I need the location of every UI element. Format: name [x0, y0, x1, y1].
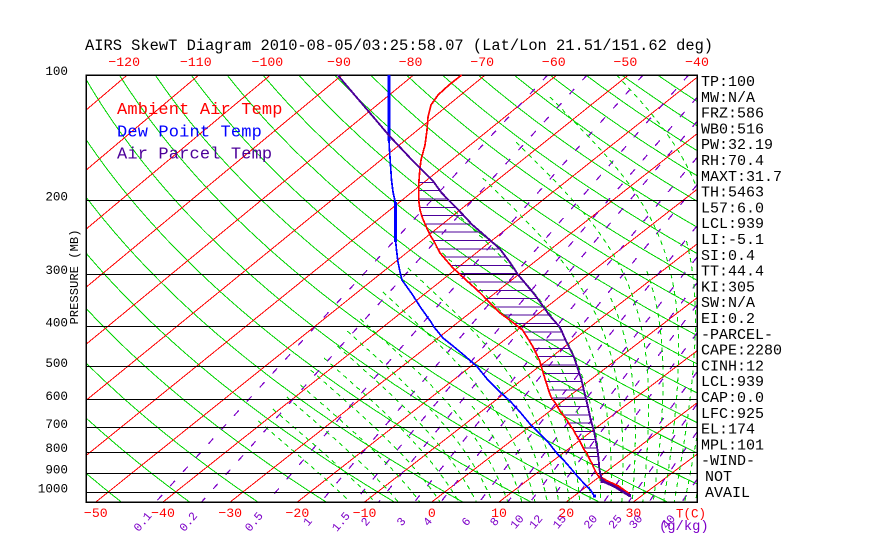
svg-text:−40: −40: [151, 506, 175, 521]
svg-text:−100: −100: [252, 55, 284, 70]
svg-text:PW:32.19: PW:32.19: [701, 137, 773, 154]
svg-text:(g/kg): (g/kg): [659, 519, 709, 535]
svg-text:LFC:925: LFC:925: [701, 406, 764, 423]
svg-text:−30: −30: [218, 506, 242, 521]
svg-text:KI:305: KI:305: [701, 279, 755, 296]
svg-text:−40: −40: [685, 55, 709, 70]
svg-text:−10: −10: [353, 506, 377, 521]
svg-text:−90: −90: [327, 55, 351, 70]
svg-text:PRESSURE (MB): PRESSURE (MB): [68, 229, 82, 324]
svg-text:100: 100: [45, 65, 68, 79]
svg-text:CINH:12: CINH:12: [701, 358, 764, 375]
svg-text:SW:N/A: SW:N/A: [701, 295, 755, 312]
svg-text:Ambient Air Temp: Ambient Air Temp: [117, 101, 283, 120]
svg-text:300: 300: [45, 264, 68, 278]
svg-text:RH:70.4: RH:70.4: [701, 153, 764, 170]
svg-text:40: 40: [659, 512, 679, 532]
svg-text:−20: −20: [286, 506, 310, 521]
svg-text:20: 20: [558, 506, 574, 521]
svg-text:900: 900: [45, 463, 68, 477]
svg-text:TP:100: TP:100: [701, 74, 755, 91]
svg-text:NOT: NOT: [705, 469, 732, 486]
svg-text:−110: −110: [180, 55, 212, 70]
svg-text:WB0:516: WB0:516: [701, 121, 764, 138]
svg-text:−50: −50: [614, 55, 638, 70]
svg-text:15: 15: [550, 512, 570, 532]
svg-text:600: 600: [45, 390, 68, 404]
svg-text:30: 30: [625, 506, 641, 521]
svg-text:12: 12: [526, 512, 546, 532]
svg-text:−70: −70: [470, 55, 494, 70]
svg-text:10: 10: [491, 506, 507, 521]
svg-text:500: 500: [45, 357, 68, 371]
svg-text:−120: −120: [108, 55, 140, 70]
svg-text:1000: 1000: [38, 483, 68, 497]
svg-text:TT:44.4: TT:44.4: [701, 264, 764, 281]
svg-text:20: 20: [581, 512, 601, 532]
svg-text:CAP:0.0: CAP:0.0: [701, 390, 764, 407]
svg-text:−80: −80: [399, 55, 423, 70]
svg-text:400: 400: [45, 316, 68, 330]
svg-text:200: 200: [45, 191, 68, 205]
svg-text:L57:6.0: L57:6.0: [701, 200, 764, 217]
svg-text:0: 0: [428, 506, 436, 521]
svg-text:−60: −60: [542, 55, 566, 70]
svg-text:Dew Point Temp: Dew Point Temp: [117, 123, 262, 142]
svg-text:T(C): T(C): [676, 508, 706, 522]
svg-text:MPL:101: MPL:101: [701, 437, 764, 454]
svg-text:800: 800: [45, 442, 68, 456]
svg-text:LCL:939: LCL:939: [701, 216, 764, 233]
svg-text:25: 25: [606, 512, 626, 532]
svg-text:CAPE:2280: CAPE:2280: [701, 343, 782, 360]
svg-text:EL:174: EL:174: [701, 422, 755, 439]
svg-text:SI:0.4: SI:0.4: [701, 248, 755, 265]
svg-text:MAXT:31.7: MAXT:31.7: [701, 169, 782, 186]
svg-text:AVAIL: AVAIL: [705, 485, 750, 502]
svg-text:Air Parcel Temp: Air Parcel Temp: [117, 146, 272, 165]
svg-text:30: 30: [626, 512, 646, 532]
svg-text:700: 700: [45, 418, 68, 432]
svg-text:-WIND-: -WIND-: [701, 453, 755, 470]
svg-text:EI:0.2: EI:0.2: [701, 311, 755, 328]
svg-text:AIRS SkewT Diagram 2010-08-05/: AIRS SkewT Diagram 2010-08-05/03:25:58.0…: [85, 37, 713, 55]
svg-text:MW:N/A: MW:N/A: [701, 90, 755, 107]
svg-text:-PARCEL-: -PARCEL-: [701, 327, 773, 344]
svg-text:TH:5463: TH:5463: [701, 185, 764, 202]
svg-text:10: 10: [508, 512, 528, 532]
svg-text:LI:-5.1: LI:-5.1: [701, 232, 764, 249]
svg-text:FRZ:586: FRZ:586: [701, 106, 764, 123]
svg-text:−50: −50: [84, 506, 108, 521]
svg-text:LCL:939: LCL:939: [701, 374, 764, 391]
